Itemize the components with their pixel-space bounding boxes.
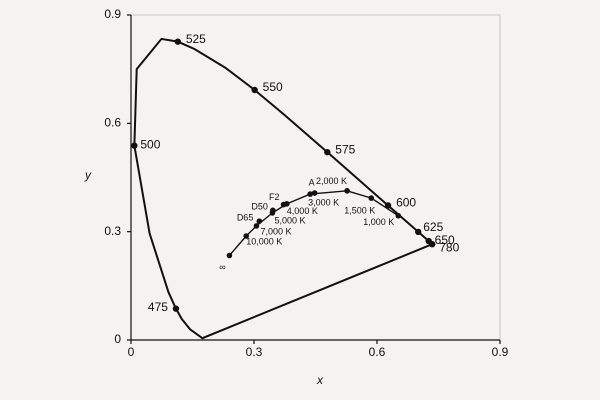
x-tick-label: 0.3: [246, 345, 263, 359]
point-label: A: [309, 177, 315, 187]
point-label: 10,000 K: [246, 236, 282, 246]
point: [324, 148, 331, 156]
point-label: F2: [269, 192, 280, 202]
point: [174, 38, 182, 45]
point-label: 1,000 K: [363, 217, 394, 227]
point-label: ∞: [219, 262, 225, 272]
point-label: 600: [396, 196, 416, 210]
y-tick-label: 0: [114, 332, 121, 346]
point: [226, 252, 233, 259]
point: [280, 201, 287, 208]
x-axis-label: x: [316, 373, 324, 387]
point: [131, 142, 138, 149]
point-label: 2,000 K: [316, 176, 347, 186]
point: [311, 190, 318, 196]
point: [256, 218, 263, 224]
point-label: 5,000 K: [274, 215, 305, 225]
point-label: D65: [237, 213, 254, 223]
point: [172, 305, 180, 312]
y-tick-label: 0.3: [104, 224, 121, 238]
point-label: 475: [148, 300, 168, 314]
point: [307, 191, 313, 197]
point-label: 500: [140, 138, 160, 152]
point-label: 650: [435, 233, 455, 247]
locus-line: [133, 37, 435, 340]
point-label: 7,000 K: [260, 226, 291, 236]
point: [395, 212, 402, 219]
point-label: 780: [439, 240, 459, 254]
point: [415, 228, 422, 236]
point-label: 550: [263, 80, 283, 94]
point: [344, 188, 350, 194]
point: [243, 233, 250, 239]
point-label: 525: [186, 32, 206, 46]
y-tick-label: 0.6: [104, 116, 121, 130]
point: [251, 86, 258, 94]
x-tick-label: 0.6: [369, 345, 386, 359]
point-label: 3,000 K: [308, 197, 339, 207]
point-label: 575: [335, 142, 355, 156]
point: [270, 207, 276, 214]
x-tick-label: 0: [128, 345, 135, 359]
y-tick-label: 0.9: [104, 7, 121, 21]
point-label: 4,000 K: [287, 206, 318, 216]
x-tick-label: 0.9: [492, 345, 509, 359]
point-label: 625: [423, 220, 443, 234]
point: [384, 202, 392, 209]
y-axis-label: y: [84, 168, 92, 182]
point: [429, 240, 436, 248]
point-label: 1,500 K: [344, 205, 375, 215]
point-label: D50: [251, 202, 268, 212]
point: [368, 195, 375, 201]
point: [253, 223, 260, 229]
